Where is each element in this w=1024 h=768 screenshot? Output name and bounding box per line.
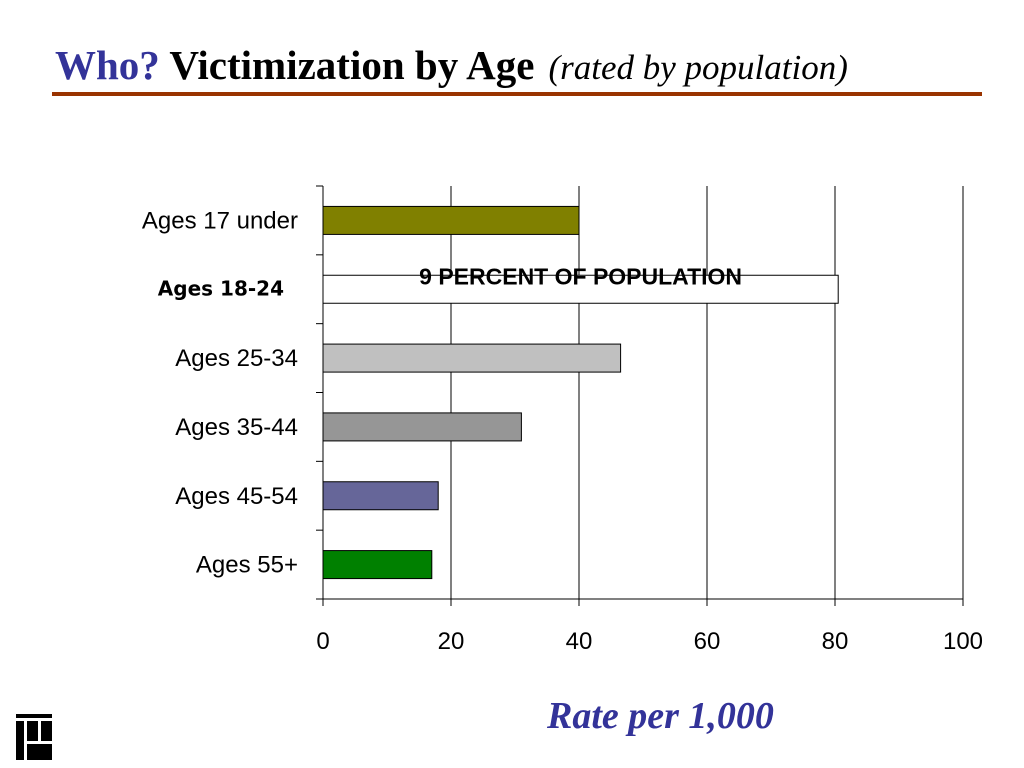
x-tick-label: 40 [566, 628, 593, 655]
y-tick-label: Ages 45-54 [175, 483, 298, 510]
bar-ages-17-under [322, 205, 580, 235]
bar-ages-35-44 [322, 412, 522, 442]
title-divider [52, 92, 982, 96]
x-tick-label: 20 [438, 628, 465, 655]
x-tick-label: 60 [694, 628, 721, 655]
corner-logo-icon [16, 714, 52, 760]
y-tick-label: Ages 35-44 [175, 414, 298, 441]
slide-title: Who? Victimization by Age (rated by popul… [55, 40, 848, 93]
y-tick-label: Ages 25-34 [175, 345, 298, 372]
title-subtitle: (rated by population) [548, 48, 848, 87]
bar-annotation-label: 9 PERCENT OF POPULATION [419, 263, 742, 289]
x-tick-label: 0 [316, 628, 329, 655]
title-accent: Who? [55, 42, 160, 88]
y-tick-label: Ages 18-24 [158, 276, 284, 300]
bar-ages-55 [322, 550, 433, 580]
bar-ages-25-34 [322, 343, 622, 373]
y-tick-label: Ages 55+ [196, 552, 298, 579]
x-tick-label: 100 [943, 628, 983, 655]
x-tick-label: 80 [822, 628, 849, 655]
x-axis-title: Rate per 1,000 [547, 695, 774, 737]
title-main: Victimization by Age [169, 42, 535, 88]
y-tick-label: Ages 17 under [142, 207, 298, 234]
bar-ages-45-54 [322, 481, 439, 511]
bar-ages-18-24 [322, 274, 839, 304]
